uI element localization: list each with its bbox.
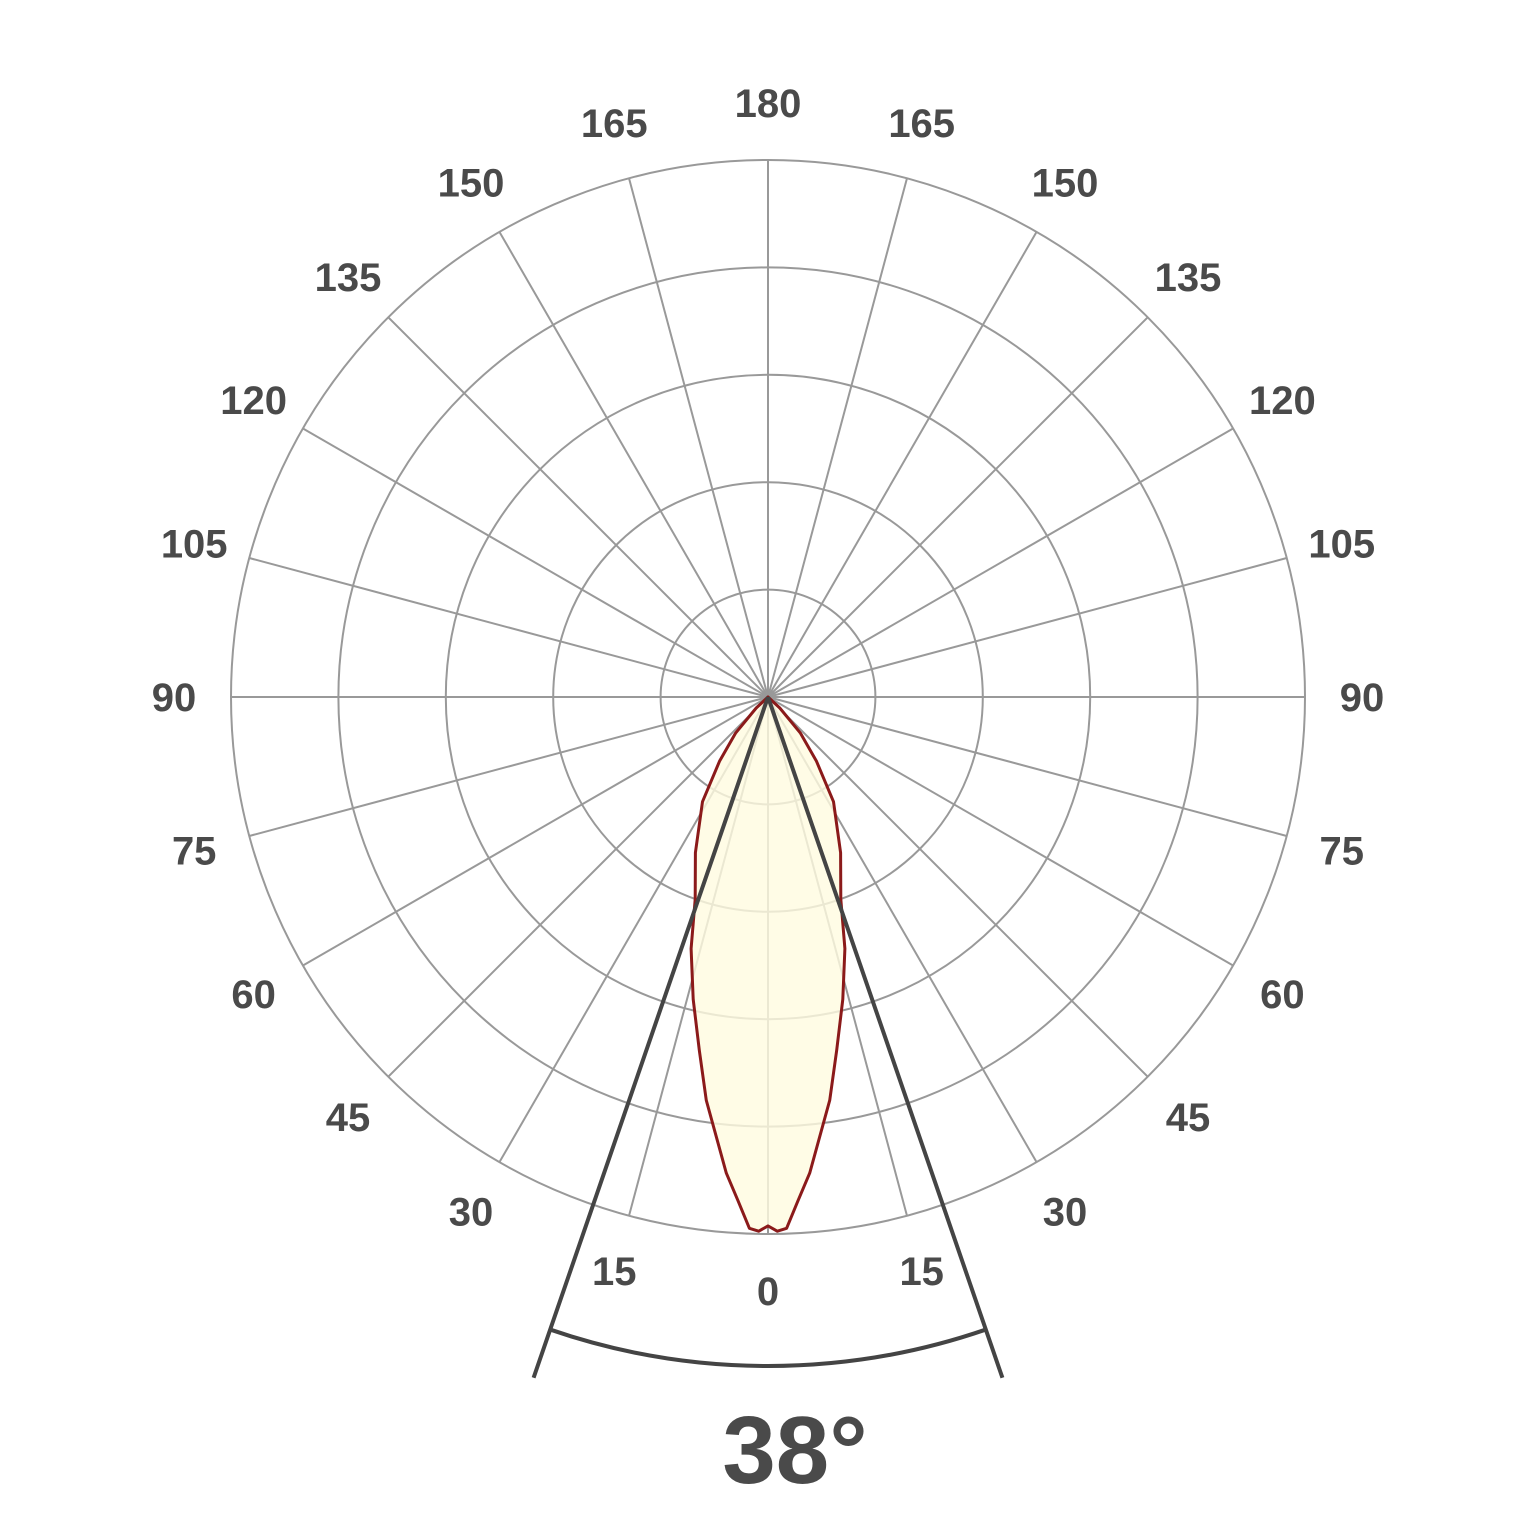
beam-angle-label: 38°: [722, 1397, 867, 1504]
angle-tick-label: 105: [161, 522, 228, 566]
angle-tick-label: 135: [1155, 256, 1222, 300]
grid-spoke: [767, 178, 908, 698]
angle-tick-label: 120: [220, 379, 287, 423]
grid-spoke: [498, 231, 769, 698]
angle-tick-label: 60: [1260, 973, 1305, 1017]
angle-tick-label: 165: [581, 102, 648, 146]
angle-tick-label: 45: [1166, 1096, 1211, 1140]
grid-spoke: [767, 696, 1149, 1078]
angle-tick-label: 15: [899, 1250, 944, 1294]
angle-tick-label: 75: [172, 830, 217, 874]
angle-tick-label: 150: [1032, 162, 1099, 206]
angle-tick-label: 75: [1320, 830, 1365, 874]
grid-spoke: [249, 696, 769, 837]
beam-angle-line: [531, 696, 770, 1379]
grid-spoke: [302, 696, 769, 967]
angle-tick-label: 165: [888, 102, 955, 146]
grid-spoke: [767, 557, 1287, 698]
angle-tick-label: 180: [735, 82, 802, 126]
grid-spoke: [387, 696, 769, 1078]
angle-tick-label: 15: [592, 1250, 637, 1294]
grid-spoke: [767, 231, 1038, 698]
grid-spoke: [387, 316, 769, 698]
grid-spoke: [628, 178, 769, 698]
angle-tick-label: 30: [1043, 1190, 1088, 1234]
intensity-curve: [689, 695, 847, 1233]
angle-tick-label: 135: [315, 256, 382, 300]
grid-spoke: [767, 316, 1149, 698]
angle-tick-label: 30: [449, 1190, 494, 1234]
grid-spoke: [302, 427, 769, 698]
angle-tick-label: 0: [757, 1270, 779, 1314]
beam-angle-arc: [549, 1327, 987, 1368]
angle-tick-label: 90: [1340, 676, 1385, 720]
angle-tick-label: 60: [231, 973, 276, 1017]
grid-spoke: [767, 696, 1287, 837]
grid-spoke: [767, 696, 1234, 967]
beam-angle-line: [766, 696, 1005, 1379]
grid-spoke: [767, 427, 1234, 698]
angle-tick-label: 45: [326, 1096, 371, 1140]
angle-tick-label: 105: [1308, 522, 1375, 566]
angle-tick-label: 120: [1249, 379, 1316, 423]
grid-spoke: [249, 557, 769, 698]
angle-tick-label: 90: [152, 676, 197, 720]
angle-tick-label: 150: [438, 162, 505, 206]
